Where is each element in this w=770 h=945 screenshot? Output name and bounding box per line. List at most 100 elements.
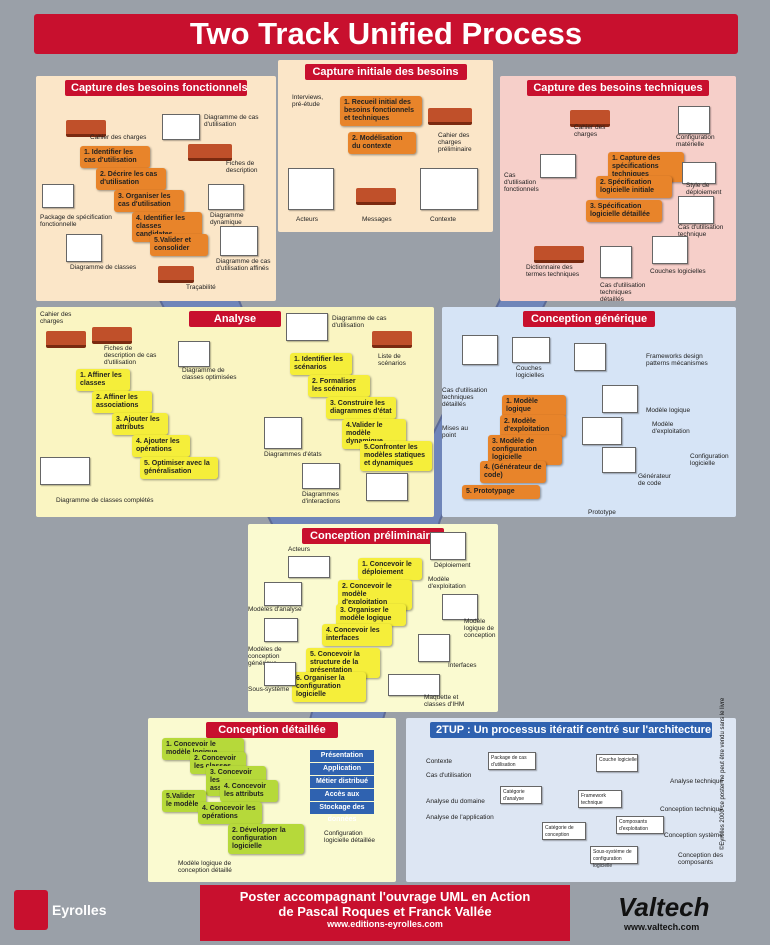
label-tracabilite: Traçabilité [186,284,216,291]
diagram-icon [42,184,74,208]
label-diagramme-cas: Diagramme de cas d'utilisation [332,315,387,329]
step-ajouter-attributs: 3. Ajouter les attributs [112,413,168,435]
step-identifier-scenarios: 1. Identifier les scénarios [290,353,352,375]
panel-analyse: Analyse Cahier des charges Fiches de des… [36,307,434,517]
label-cahier-charges: Cahier des charges [574,124,606,138]
label-modele-logique: Modèle logique [646,407,691,414]
tup-box: Composants d'exploitation [616,816,664,834]
panel-capture-besoins-techniques: Capture des besoins techniques Cahier de… [500,76,736,301]
label-dictionnaire: Dictionnaire des termes techniques [526,264,580,278]
tup-conception-technique: Conception technique [660,806,723,813]
eyrolles-mark [14,890,48,930]
label-diagramme-cas: Diagramme de cas d'utilisation [204,114,259,128]
diagram-icon [430,532,466,560]
diagram-icon [420,168,478,210]
label-fiches: Fiches de description [226,160,258,174]
tup-box: Package de cas d'utilisation [488,752,536,770]
label-maquette-ihm: Maquette et classes d'IHM [424,694,465,708]
label-liste-scenarios: Liste de scénarios [378,353,406,367]
step-concevoir-deploiement: 1. Concevoir le déploiement [358,558,422,580]
tup-conception-systeme: Conception système [664,832,723,839]
label-config-materielle: Configuration matérielle [676,134,715,148]
step-modelisation-contexte: 2. Modélisation du contexte [348,132,416,154]
step-ajouter-operations: 4. Ajouter les opérations [132,435,190,457]
tup-conception-composants: Conception des composants [678,852,724,866]
step-construire-diagrammes: 3. Construire les diagrammes d'état [326,397,396,419]
step-formaliser-scenarios: 2. Formaliser les scénarios [308,375,370,397]
step-modele-logique: 1. Modèle logique [502,395,566,417]
step-optimiser: 5. Optimiser avec la généralisation [140,457,218,479]
layer-acces-donnees: Accès aux données [310,789,374,810]
label-interactions: Diagrammes d'interactions [302,491,341,505]
step-concevoir-interfaces: 4. Concevoir les interfaces [322,624,392,646]
diagram-icon [288,168,334,210]
label-cahier-charges: Cahier des charges [40,311,72,325]
label-sous-systeme: Sous-système [248,686,290,693]
footer-banner: Poster accompagnant l'ouvrage UML en Act… [200,885,570,941]
book-icon [92,327,132,344]
diagram-icon [302,463,340,489]
diagram-icon [264,618,298,642]
panel-conception-detaillee: Conception détaillée 1. Concevoir le mod… [148,718,396,882]
step-prototypage: 5. Prototypage [462,485,540,499]
diagram-icon [602,447,636,473]
valtech-name: Valtech [618,892,710,922]
label-acteurs: Acteurs [288,546,311,553]
diagram-icon [388,674,440,696]
diagram-icon [602,385,638,413]
step-identifier-cas: 1. Identifier les cas d'utilisation [80,146,150,168]
step-concevoir-attributs: 4. Concevoir les attributs [220,780,278,802]
book-icon [46,331,86,348]
diagram-icon [462,335,498,365]
diagram-icon [66,234,102,262]
tup-contexte: Contexte [426,758,453,765]
diagram-icon [208,184,244,210]
diagram-icon [678,106,710,134]
book-icon [188,144,232,161]
book-icon [372,331,412,348]
layer-presentation: Présentation [310,750,374,762]
panel-title: Capture initiale des besoins [304,64,467,80]
book-icon [356,188,396,205]
label-package: Package de spécification fonctionnelle [40,214,112,228]
book-icon [534,246,584,263]
label-messages: Messages [362,216,392,223]
book-icon [66,120,106,137]
diagram-icon [442,594,478,620]
book-icon [570,110,610,127]
step-generateur-code: 4. (Générateur de code) [480,461,546,483]
label-modele-exploitation: Modèle d'exploitation [652,421,690,435]
label-modele-logique-detaille: Modèle logique de conception détaillé [178,860,232,874]
book-icon [158,266,194,283]
label-generateur-code: Générateur de code [638,473,671,487]
diagram-icon [600,246,632,278]
eyrolles-logo: Eyrolles [14,890,134,930]
eyrolles-name: Eyrolles [52,902,107,918]
tup-box: Sous-système de configuration logicielle [590,846,638,869]
tup-analyse-technique: Analyse technique [670,778,724,785]
step-affiner-classes: 1. Affiner les classes [76,369,130,391]
step-concevoir-operations: 4. Concevoir les opérations [198,802,262,824]
label-fiches-description: Fiches de description de cas d'utilisati… [104,345,157,366]
label-cas-tech-detailles: Cas d'utilisation techniques détaillés [442,387,488,408]
diagram-icon [582,417,622,445]
valtech-url[interactable]: www.valtech.com [624,922,700,932]
footer-line1: Poster accompagnant l'ouvrage UML en Act… [239,889,531,904]
step-spec-initiale: 2. Spécification logicielle initiale [596,176,672,198]
panel-title: Capture des besoins fonctionnels [65,80,248,96]
diagram-icon [286,313,328,341]
panel-capture-besoins-fonctionnels: Capture des besoins fonctionnels Cahier … [36,76,276,301]
label-prototype: Prototype [588,509,616,516]
footer-line3[interactable]: www.editions-eyrolles.com [327,919,443,929]
layer-metier: Métier distribué [310,776,374,788]
label-cas-detailles: Cas d'utilisation techniques détaillés [600,282,646,301]
label-mises-au-point: Mises au point [442,425,469,439]
diagram-icon [264,417,302,449]
label-interviews: Interviews, pré-étude [292,94,324,108]
diagram-icon [512,337,550,363]
tup-box: Catégorie de conception [542,822,586,840]
step-organiser-logique: 3. Organiser le modèle logique [336,604,406,626]
diagram-icon [418,634,450,662]
panel-title: Capture des besoins techniques [527,80,709,96]
label-cahier-charges: Cahier des charges [90,134,147,141]
